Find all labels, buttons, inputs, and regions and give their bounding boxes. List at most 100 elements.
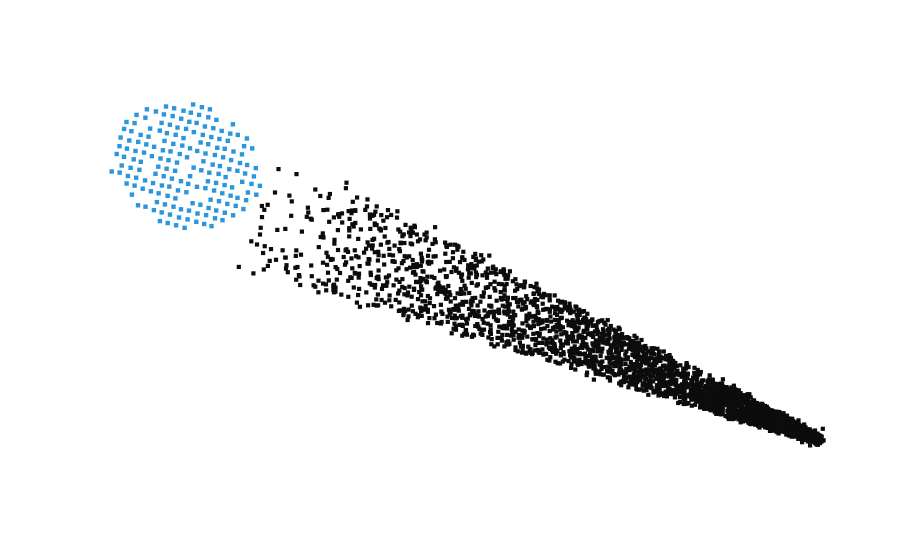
cloud-point — [681, 395, 686, 400]
cloud-point — [567, 321, 572, 326]
cloud-point — [687, 382, 692, 387]
cloud-point — [726, 388, 731, 393]
cloud-point — [461, 249, 466, 254]
cloud-point — [496, 329, 501, 334]
cloud-point — [584, 342, 589, 347]
cloud-point — [520, 335, 525, 340]
cloud-point-selected — [201, 159, 206, 164]
cloud-point — [490, 309, 495, 314]
cloud-point — [540, 340, 545, 345]
cloud-point — [294, 277, 299, 282]
cloud-point — [697, 383, 702, 388]
cloud-point — [646, 349, 651, 354]
cloud-point — [573, 304, 578, 309]
cloud-point — [710, 379, 715, 384]
cloud-point — [366, 243, 372, 248]
cloud-point — [577, 311, 582, 316]
cloud-point — [426, 247, 432, 252]
cloud-point — [529, 314, 535, 319]
cloud-point — [524, 318, 529, 324]
cloud-point — [724, 385, 729, 390]
cloud-point — [500, 303, 505, 308]
cloud-point — [531, 291, 536, 296]
cloud-point — [343, 248, 348, 253]
cloud-point-selected — [141, 150, 147, 155]
cloud-point — [407, 230, 412, 235]
cloud-point-selected — [207, 170, 212, 175]
cloud-point — [590, 331, 595, 336]
cloud-point — [621, 379, 626, 384]
cloud-point — [372, 285, 377, 290]
cloud-point — [337, 212, 342, 217]
cloud-point — [464, 321, 470, 326]
cloud-point-selected — [243, 198, 249, 203]
cloud-point — [513, 347, 518, 353]
cloud-point — [489, 342, 494, 347]
cloud-point — [522, 329, 527, 334]
cloud-point — [507, 319, 512, 324]
cloud-point — [547, 309, 552, 314]
cloud-point — [571, 335, 576, 340]
cloud-point — [499, 282, 504, 287]
cloud-point-selected — [216, 199, 222, 204]
cloud-point — [682, 377, 687, 382]
cloud-point — [477, 326, 482, 331]
cloud-point — [444, 259, 449, 265]
cloud-point-selected — [203, 212, 209, 218]
cloud-point — [637, 341, 642, 346]
cloud-point — [289, 199, 294, 204]
cloud-point — [661, 349, 666, 354]
cloud-point-selected — [144, 107, 150, 112]
cloud-point — [605, 318, 610, 323]
cloud-point — [435, 292, 440, 297]
cloud-point — [469, 303, 474, 308]
cloud-point — [311, 283, 316, 288]
cloud-point-selected — [198, 202, 203, 207]
cloud-point — [717, 382, 722, 387]
cloud-point-selected — [211, 188, 217, 193]
cloud-point — [665, 365, 670, 370]
cloud-point — [522, 306, 527, 311]
cloud-point — [722, 401, 727, 406]
cloud-point-selected — [132, 183, 137, 188]
cloud-point — [693, 389, 698, 394]
cloud-point — [487, 310, 492, 315]
cloud-point — [586, 364, 591, 369]
cloud-point — [370, 237, 375, 242]
cloud-point — [515, 349, 520, 354]
cloud-point-selected — [147, 126, 153, 131]
cloud-point — [452, 321, 457, 326]
cloud-point — [681, 401, 686, 407]
cloud-point — [464, 332, 470, 337]
cloud-point — [535, 297, 540, 302]
cloud-point — [400, 284, 405, 289]
cloud-point — [573, 367, 578, 372]
cloud-point — [703, 386, 708, 392]
cloud-point — [658, 358, 663, 363]
cloud-point-selected — [174, 160, 180, 165]
cloud-point — [638, 362, 644, 367]
cloud-point — [528, 300, 533, 305]
cloud-point — [374, 297, 379, 302]
cloud-point — [632, 369, 638, 374]
cloud-point — [589, 347, 595, 353]
cloud-point — [298, 252, 304, 257]
cloud-point — [474, 275, 479, 280]
cloud-point — [657, 388, 662, 394]
cloud-point — [439, 289, 444, 294]
cloud-point — [793, 425, 798, 430]
cloud-point — [576, 325, 581, 330]
cloud-point — [526, 344, 531, 349]
cloud-point — [602, 332, 608, 337]
cloud-point — [663, 357, 668, 362]
cloud-point — [655, 358, 660, 363]
cloud-point — [275, 227, 280, 232]
cloud-point — [613, 363, 618, 368]
cloud-point — [731, 402, 737, 407]
cloud-point — [236, 264, 241, 269]
cloud-point — [452, 307, 458, 312]
cloud-point — [369, 282, 374, 287]
cloud-point — [385, 280, 390, 285]
